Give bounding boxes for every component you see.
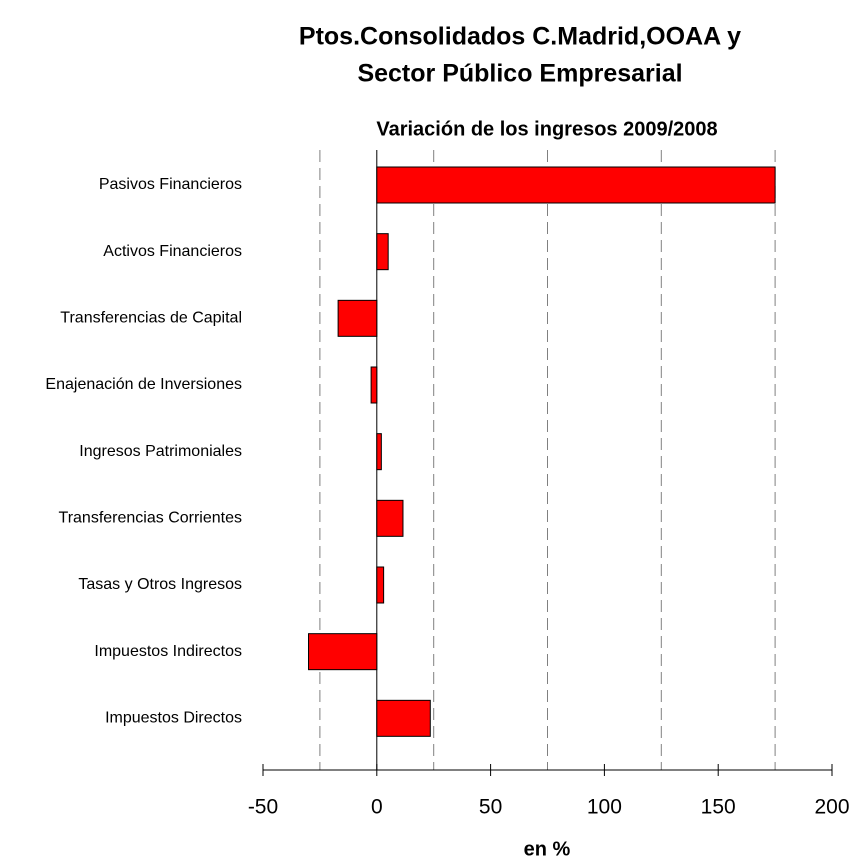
y-tick-label: Ingresos Patrimoniales bbox=[79, 443, 242, 460]
y-tick-label: Activos Financieros bbox=[103, 243, 242, 260]
y-tick-label: Tasas y Otros Ingresos bbox=[78, 576, 242, 593]
bar bbox=[376, 499, 404, 537]
x-tick-label: 150 bbox=[701, 796, 736, 819]
bar bbox=[337, 299, 378, 337]
y-tick-label: Transferencias de Capital bbox=[60, 310, 242, 327]
x-tick-label: 50 bbox=[479, 796, 502, 819]
bar bbox=[376, 699, 431, 737]
y-tick-label: Pasivos Financieros bbox=[99, 176, 242, 193]
y-tick-label: Impuestos Indirectos bbox=[94, 643, 242, 660]
bar bbox=[370, 366, 378, 404]
x-tick-label: 100 bbox=[587, 796, 622, 819]
bar bbox=[376, 433, 382, 471]
bar bbox=[376, 166, 776, 204]
bar bbox=[308, 633, 378, 671]
x-tick-label: 200 bbox=[814, 796, 849, 819]
x-tick-label: 0 bbox=[371, 796, 383, 819]
x-axis-label: en % bbox=[524, 838, 571, 860]
y-tick-label: Transferencias Corrientes bbox=[59, 510, 242, 527]
y-tick-label: Impuestos Directos bbox=[105, 710, 242, 727]
y-tick-label: Enajenación de Inversiones bbox=[45, 376, 242, 393]
chart-title: Ptos.Consolidados C.Madrid,OOAA y bbox=[299, 23, 741, 51]
x-tick-label: -50 bbox=[248, 796, 278, 819]
bar bbox=[376, 233, 389, 271]
chart-subtitle: Variación de los ingresos 2009/2008 bbox=[376, 118, 717, 140]
chart-title: Sector Público Empresarial bbox=[357, 60, 682, 88]
bar bbox=[376, 566, 385, 604]
